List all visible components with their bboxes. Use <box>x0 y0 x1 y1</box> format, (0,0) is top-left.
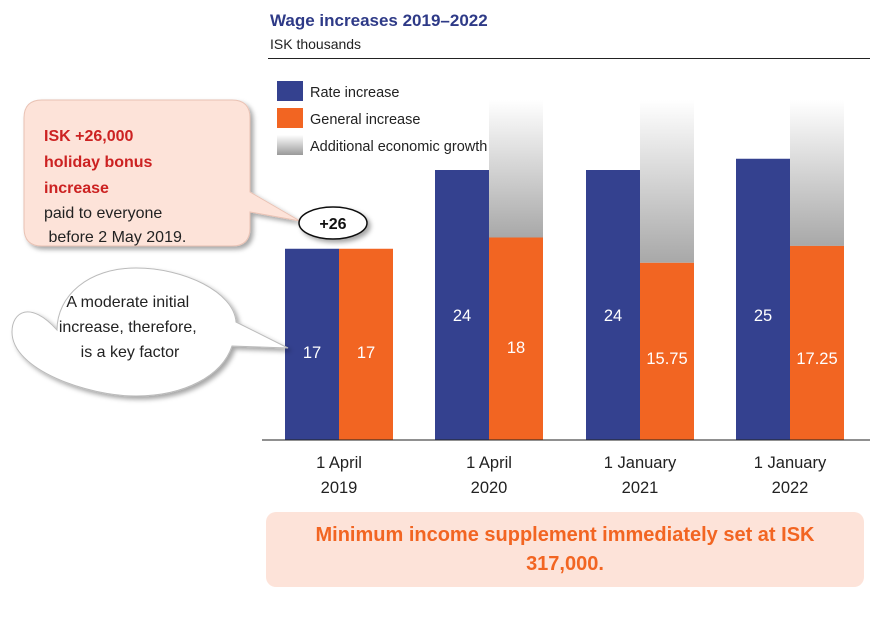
bar-rate-2 <box>586 170 640 440</box>
bar-rate-1 <box>435 170 489 440</box>
x-tick-label-3-1: 2022 <box>772 479 809 497</box>
bar-label-rate-2: 24 <box>604 307 622 325</box>
legend-label-growth: Additional economic growth <box>310 139 487 155</box>
chart-title: Wage increases 2019–2022 <box>270 11 488 30</box>
bonus-badge <box>298 206 368 240</box>
moderate-callout <box>11 267 289 397</box>
bar-label-general-3: 17.25 <box>796 350 837 368</box>
x-tick-label-0-1: 2019 <box>321 479 358 497</box>
bar-label-rate-0: 17 <box>303 344 321 362</box>
bar-label-rate-3: 25 <box>754 307 772 325</box>
bar-rate-3 <box>736 158 790 440</box>
bar-general-3 <box>790 245 844 440</box>
x-axis-labels: 1 April 2019 1 April 2020 1 January 2021 1 Jan… <box>316 454 827 497</box>
min-income-box: Minimum income supplement immediately se… <box>266 512 864 587</box>
bar-general-2 <box>640 262 694 440</box>
growth-fill-2 <box>640 100 694 263</box>
bonus-text: paid to everyone before 2 May 2019. <box>44 205 186 246</box>
legend-swatch-growth <box>277 135 303 155</box>
bar-label-general-2: 15.75 <box>646 350 687 368</box>
economic-growth-layer <box>489 100 844 263</box>
bonus-badge-label: +26 <box>319 216 346 233</box>
x-tick-label-2-0: 1 January <box>604 454 677 472</box>
legend-swatch-rate <box>277 81 303 101</box>
chart-subtitle: ISK thousands <box>270 36 362 52</box>
x-tick-label-1-0: 1 April <box>466 454 512 472</box>
bonus-highlight: ISK +26,000 holiday bonus increase <box>44 128 157 197</box>
title-rule <box>268 58 870 59</box>
bar-general-0 <box>339 248 393 440</box>
bar-label-general-1: 18 <box>507 339 525 357</box>
bar-rate-0 <box>285 248 339 440</box>
x-tick-label-0-0: 1 April <box>316 454 362 472</box>
legend: Rate increase General increase Additiona… <box>277 81 487 155</box>
growth-fill-3 <box>790 100 844 246</box>
bar-general-1 <box>489 237 543 440</box>
bonus-callout <box>23 99 301 247</box>
bar-label-general-0: 17 <box>357 344 375 362</box>
moderate-text: A moderate initial increase, therefore, … <box>59 294 201 361</box>
x-tick-label-1-1: 2020 <box>471 479 508 497</box>
bar-label-rate-1: 24 <box>453 307 471 325</box>
legend-label-rate: Rate increase <box>310 85 399 101</box>
bars-layer: 17 17 24 18 24 15.75 25 17.25 <box>285 158 844 440</box>
legend-label-general: General increase <box>310 112 420 128</box>
growth-fill-1 <box>489 100 543 238</box>
legend-swatch-general <box>277 108 303 128</box>
x-tick-label-3-0: 1 January <box>754 454 827 472</box>
x-tick-label-2-1: 2021 <box>622 479 659 497</box>
